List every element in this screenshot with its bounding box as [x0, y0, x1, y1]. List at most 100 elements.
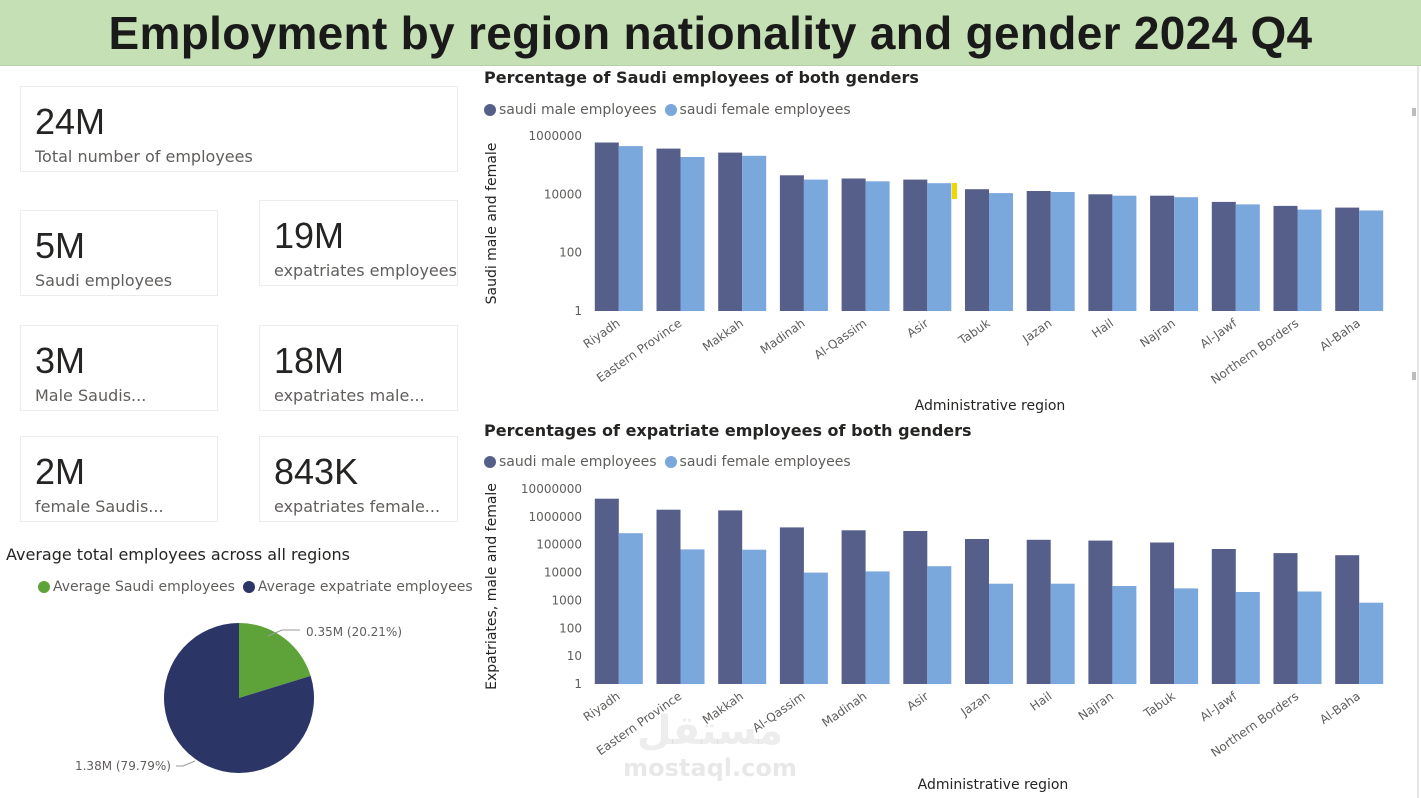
bar-female	[803, 572, 828, 684]
x-tick-label: Asir	[904, 316, 931, 341]
legend-saudi-icon	[38, 581, 50, 593]
kpi-label: female Saudis...	[35, 497, 164, 516]
x-tick-label: Al-Qassim	[812, 316, 870, 362]
pie-leader-line	[267, 629, 300, 637]
legend-item-female[interactable]: saudi female employees	[664, 102, 851, 118]
x-tick-label: Madinah	[819, 689, 869, 730]
kpi-label: expatriates male...	[274, 386, 425, 405]
bar-male	[594, 498, 619, 684]
page-title: Employment by region nationality and gen…	[108, 6, 1313, 59]
legend-female-icon	[664, 104, 677, 116]
kpi-value: 2M	[35, 451, 86, 492]
pie-leader-line	[176, 760, 196, 767]
bar-male	[1088, 540, 1113, 684]
kpi-card-total[interactable]: 24M Total number of employees	[20, 86, 458, 172]
x-tick-label: Hail	[1028, 689, 1055, 714]
x-tick-label: Najran	[1076, 689, 1116, 723]
y-tick-label: 10000000	[521, 482, 582, 496]
kpi-label: Saudi employees	[35, 271, 173, 290]
watermark-text: mostaql.com	[623, 754, 797, 782]
kpi-card-saudi[interactable]: 5M Saudi employees	[20, 210, 218, 296]
bar-male	[779, 527, 804, 684]
legend-label: Average Saudi employees	[53, 579, 235, 595]
legend-label: saudi male employees	[499, 454, 657, 470]
legend-item-male[interactable]: saudi male employees	[484, 102, 657, 118]
bar-female	[742, 155, 767, 311]
bar-male	[903, 179, 928, 311]
y-tick-label: 100	[559, 621, 582, 635]
watermark-logo-icon: مستقل mostaql.com	[623, 708, 797, 782]
legend-item-female[interactable]: saudi female employees	[664, 454, 851, 470]
bar-male	[1088, 194, 1113, 311]
kpi-card-female-saudi[interactable]: 2M female Saudis...	[20, 436, 218, 522]
kpi-label: Male Saudis...	[35, 386, 147, 405]
legend-female-icon	[664, 456, 677, 468]
bar-female	[618, 146, 643, 311]
kpi-value: 843K	[274, 451, 359, 492]
bar-male	[965, 189, 989, 311]
bar-female	[989, 583, 1013, 684]
pie-chart: 0.35M (20.21%) 1.38M (79.79%)	[75, 623, 402, 773]
bar-male	[1026, 539, 1051, 684]
pie-data-label: 0.35M (20.21%)	[306, 625, 402, 639]
bar-female	[1174, 197, 1199, 311]
x-axis-label: Administrative region	[918, 777, 1069, 793]
legend-item-male[interactable]: saudi male employees	[484, 454, 657, 470]
pie-chart-title: Average total employees across all regio…	[6, 545, 350, 564]
bar-female	[865, 571, 890, 684]
bar-female	[680, 157, 705, 311]
bar-male	[903, 531, 928, 684]
bar-female	[1235, 204, 1260, 311]
pie-legend-item-expat[interactable]: Average expatriate employees	[242, 579, 473, 595]
bar-female	[680, 549, 705, 684]
x-tick-label: Hail	[1089, 316, 1116, 341]
bar-female	[989, 193, 1013, 311]
y-tick-label: 1000	[551, 593, 582, 607]
bar-chart-2-legend: saudi male employees saudi female employ…	[484, 454, 859, 470]
y-tick-label: 10000	[544, 566, 582, 580]
kpi-value: 24M	[35, 101, 106, 142]
kpi-card-expat[interactable]: 19M expatriates employees	[259, 200, 458, 286]
pie-slice-saudi	[239, 623, 311, 698]
x-tick-label: Al-Jawf	[1197, 689, 1240, 725]
x-tick-label: Tabuk	[1140, 689, 1177, 721]
x-tick-label: Tabuk	[955, 316, 992, 348]
y-tick-label: 1	[574, 677, 582, 691]
bar-female	[927, 566, 952, 684]
kpi-value: 19M	[274, 215, 345, 256]
scrollbar-track[interactable]	[1417, 66, 1419, 798]
legend-label: saudi female employees	[679, 102, 851, 118]
bar-female	[865, 181, 890, 311]
pie-legend-item-saudi[interactable]: Average Saudi employees	[38, 579, 235, 595]
x-tick-label: Najran	[1137, 316, 1177, 350]
legend-label: Average expatriate employees	[257, 579, 473, 595]
bar-male	[1273, 205, 1298, 311]
bar-male	[1273, 553, 1298, 684]
x-tick-label: Al-Jawf	[1197, 316, 1240, 352]
kpi-label: expatriates employees	[274, 261, 457, 280]
kpi-card-expat-male[interactable]: 18M expatriates male...	[259, 325, 458, 411]
bar-female	[1359, 602, 1384, 684]
title-banner: Employment by region nationality and gen…	[0, 0, 1421, 66]
pie-slice-expat	[164, 623, 315, 773]
watermark: مستقل mostaql.com	[620, 700, 800, 784]
bar-male	[841, 178, 866, 311]
kpi-value: 18M	[274, 340, 345, 381]
pie-legend: Average Saudi employees Average expatria…	[38, 579, 481, 595]
bar-chart-2: 10000000 1000000 100000 10000 1000 100 10 1 Expa…	[484, 482, 1384, 793]
bar-male	[1150, 195, 1175, 311]
y-tick-label: 10000	[544, 187, 582, 201]
x-tick-label: Jazan	[1019, 316, 1054, 346]
bar-female	[618, 533, 643, 684]
bar-female	[742, 549, 767, 684]
bar-male	[1335, 207, 1360, 311]
kpi-card-male-saudi[interactable]: 3M Male Saudis...	[20, 325, 218, 411]
y-tick-label: 1000000	[529, 129, 582, 143]
bar-female	[1359, 210, 1384, 311]
x-tick-label: Jazan	[958, 689, 993, 719]
bar-male	[965, 539, 989, 684]
bar-male	[841, 530, 866, 684]
kpi-card-expat-female[interactable]: 843K expatriates female...	[259, 436, 458, 522]
bar-female	[803, 179, 828, 311]
bar-male	[718, 510, 743, 684]
